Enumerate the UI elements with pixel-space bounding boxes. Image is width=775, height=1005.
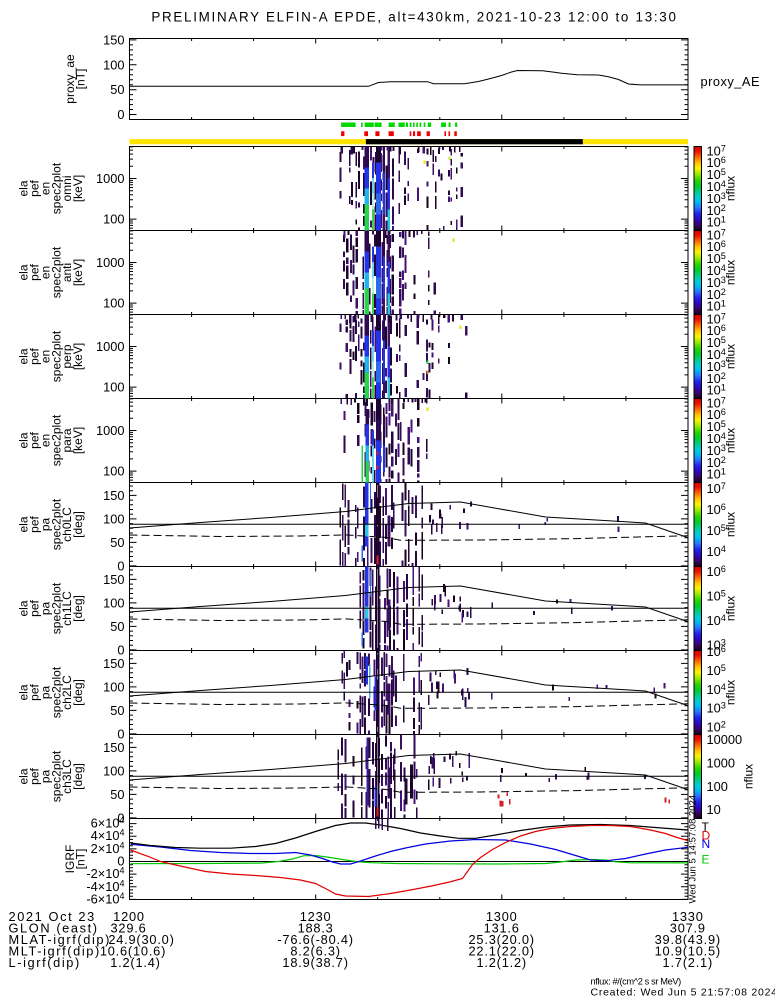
svg-text:50: 50: [110, 535, 124, 550]
svg-text:[deg]: [deg]: [71, 595, 85, 622]
svg-text:0: 0: [117, 107, 124, 122]
svg-text:100: 100: [103, 763, 124, 778]
svg-text:proxy_AE: proxy_AE: [701, 74, 760, 89]
svg-text:1000: 1000: [96, 255, 124, 270]
svg-text:50: 50: [110, 82, 124, 97]
svg-text:1000: 1000: [96, 423, 124, 438]
svg-text:100: 100: [103, 595, 124, 610]
svg-text:18.9(38.7): 18.9(38.7): [282, 955, 348, 970]
svg-text:150: 150: [103, 740, 124, 755]
svg-text:100: 100: [103, 296, 124, 311]
svg-text:[keV]: [keV]: [71, 259, 85, 286]
svg-text:nflux: nflux: [724, 596, 738, 621]
svg-text:nflux: nflux: [724, 344, 738, 369]
svg-text:Created: Wed Jun 5 21:57:08 2: Created: Wed Jun 5 21:57:08 2024: [591, 987, 775, 999]
svg-text:[keV]: [keV]: [71, 343, 85, 370]
svg-text:nflux: nflux: [724, 512, 738, 537]
svg-text:150: 150: [103, 656, 124, 671]
svg-text:100: 100: [103, 464, 124, 479]
svg-text:[nT]: [nT]: [74, 849, 88, 870]
svg-text:150: 150: [103, 488, 124, 503]
svg-text:1000: 1000: [96, 339, 124, 354]
svg-text:50: 50: [110, 703, 124, 718]
svg-text:1000: 1000: [96, 171, 124, 186]
svg-text:nflux: nflux: [742, 764, 756, 789]
svg-text:L-igrf(dip): L-igrf(dip): [9, 955, 81, 970]
svg-text:-6×104: -6×104: [86, 891, 124, 907]
svg-text:100: 100: [103, 380, 124, 395]
svg-text:nflux: nflux: [724, 176, 738, 201]
svg-text:1.2(1.4): 1.2(1.4): [110, 955, 161, 970]
svg-text:[keV]: [keV]: [71, 175, 85, 202]
svg-text:nflux: nflux: [724, 428, 738, 453]
svg-text:[deg]: [deg]: [71, 511, 85, 538]
svg-text:50: 50: [110, 787, 124, 802]
svg-text:[deg]: [deg]: [71, 679, 85, 706]
svg-text:150: 150: [103, 572, 124, 587]
svg-text:10000: 10000: [707, 732, 743, 747]
svg-text:100: 100: [103, 511, 124, 526]
svg-text:[keV]: [keV]: [71, 427, 85, 454]
svg-text:nflux: nflux: [724, 260, 738, 285]
svg-text:10: 10: [707, 802, 721, 817]
svg-text:N: N: [702, 837, 711, 851]
svg-text:100: 100: [103, 57, 124, 72]
svg-text:nflux: #/(cm^2 s sr MeV): nflux: #/(cm^2 s sr MeV): [591, 977, 682, 987]
svg-text:50: 50: [110, 619, 124, 634]
svg-text:1.7(2.1): 1.7(2.1): [663, 955, 714, 970]
svg-text:150: 150: [103, 32, 124, 47]
svg-text:nflux: nflux: [724, 680, 738, 705]
svg-text:[deg]: [deg]: [71, 763, 85, 790]
svg-text:100: 100: [707, 779, 728, 794]
svg-text:Wed Jun 5 14:57:08 2024: Wed Jun 5 14:57:08 2024: [688, 795, 699, 904]
svg-text:100: 100: [103, 679, 124, 694]
svg-text:E: E: [702, 853, 710, 867]
svg-text:[nT]: [nT]: [74, 69, 88, 90]
svg-text:1.2(1.2): 1.2(1.2): [476, 955, 527, 970]
svg-text:1000: 1000: [707, 755, 735, 770]
svg-text:100: 100: [103, 212, 124, 227]
svg-text:PRELIMINARY ELFIN-A EPDE, alt=: PRELIMINARY ELFIN-A EPDE, alt=430km, 202…: [151, 10, 677, 25]
